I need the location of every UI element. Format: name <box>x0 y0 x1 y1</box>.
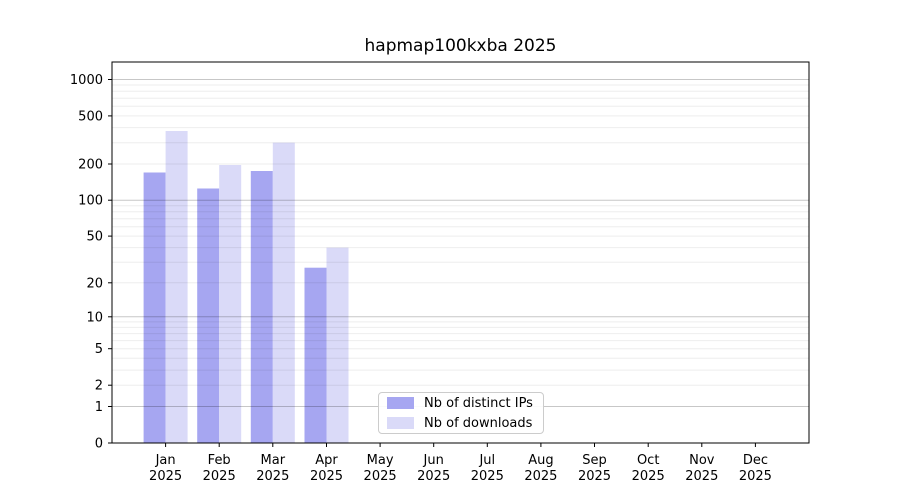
x-tick-label-year: 2025 <box>739 469 772 484</box>
legend-swatch-downloads-icon <box>387 417 414 429</box>
x-tick-label-month: Sep <box>582 453 607 468</box>
legend-item-downloads: Nb of downloads <box>387 415 535 431</box>
y-tick-label: 0 <box>95 437 103 452</box>
x-tick-label-year: 2025 <box>149 469 182 484</box>
x-tick-label-year: 2025 <box>524 469 557 484</box>
x-tick-label-month: Dec <box>743 453 768 468</box>
chart-title: hapmap100kxba 2025 <box>364 36 557 56</box>
minor-gridlines <box>112 84 809 386</box>
bar <box>326 247 349 443</box>
bar <box>219 165 242 443</box>
legend-swatch-distinct-ips-icon <box>387 397 414 409</box>
bar <box>250 171 273 443</box>
bar <box>272 142 295 443</box>
x-tick-label-year: 2025 <box>310 469 343 484</box>
y-tick-label: 2 <box>95 379 103 394</box>
x-tick-label-month: Apr <box>315 453 338 468</box>
bars <box>143 131 349 443</box>
legend-item-distinct-ips: Nb of distinct IPs <box>387 395 535 411</box>
bar <box>165 131 188 443</box>
axes-spines <box>111 61 810 444</box>
x-tick-label-year: 2025 <box>256 469 289 484</box>
x-tick-label-year: 2025 <box>417 469 450 484</box>
x-tick-label-year: 2025 <box>632 469 665 484</box>
y-tick-label: 20 <box>86 276 103 291</box>
legend-label-distinct-ips: Nb of distinct IPs <box>424 395 533 411</box>
x-tick-label-month: Mar <box>261 453 286 468</box>
x-tick-label-month: Jul <box>478 453 495 468</box>
x-tick-label-year: 2025 <box>203 469 236 484</box>
y-tick-label: 100 <box>78 194 103 209</box>
bar <box>197 188 220 443</box>
bar <box>304 267 327 443</box>
x-tick-label-year: 2025 <box>685 469 718 484</box>
y-tick-label: 500 <box>78 109 103 124</box>
x-tick-label-year: 2025 <box>578 469 611 484</box>
y-tick-label: 5 <box>95 342 103 357</box>
y-tick-label: 10 <box>86 310 103 325</box>
x-tick-label-month: Aug <box>528 453 553 468</box>
y-tick-label: 200 <box>78 158 103 173</box>
x-axis: Jan2025Feb2025Mar2025Apr2025May2025Jun20… <box>149 443 772 484</box>
y-tick-label: 1000 <box>70 73 103 88</box>
y-tick-label: 1 <box>95 400 103 415</box>
bar <box>143 172 166 443</box>
x-tick-label-month: Nov <box>689 453 715 468</box>
legend-label-downloads: Nb of downloads <box>424 415 533 431</box>
y-axis: 0 1 2 5 10 20 50 100 200 500 1000 <box>70 73 112 452</box>
x-tick-label-month: May <box>367 453 394 468</box>
legend: Nb of distinct IPs Nb of downloads <box>378 392 544 434</box>
x-tick-label-month: Feb <box>208 453 231 468</box>
y-tick-label: 50 <box>86 230 103 245</box>
x-tick-label-month: Jan <box>155 453 176 468</box>
x-tick-label-month: Oct <box>637 453 659 468</box>
x-tick-label-year: 2025 <box>364 469 397 484</box>
x-tick-label-month: Jun <box>423 453 444 468</box>
x-tick-label-year: 2025 <box>471 469 504 484</box>
